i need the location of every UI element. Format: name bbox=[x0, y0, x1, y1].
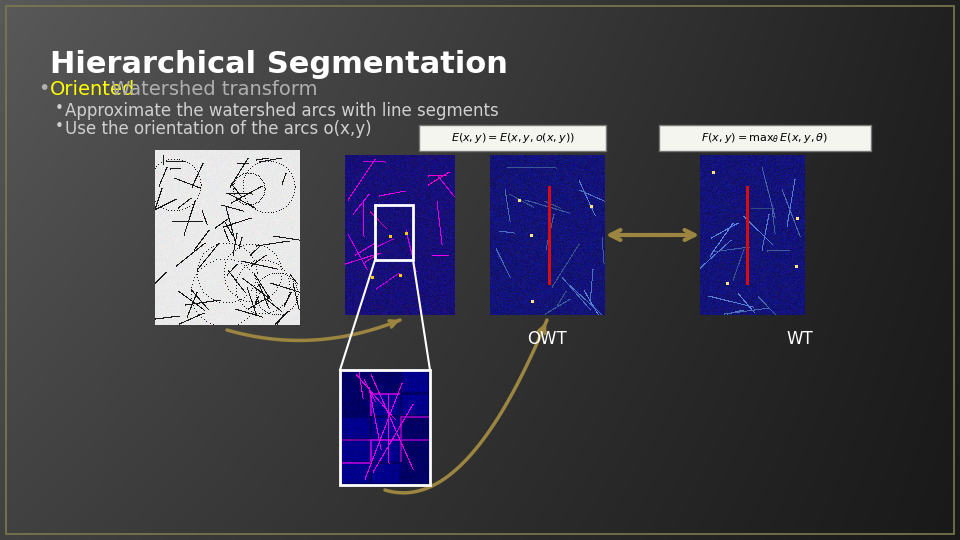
Text: WT: WT bbox=[786, 330, 813, 348]
Text: •: • bbox=[55, 101, 64, 116]
Text: $E(x,y) = E(x,y,o(x,y))$: $E(x,y) = E(x,y,o(x,y))$ bbox=[450, 131, 574, 145]
Text: •: • bbox=[38, 79, 49, 98]
Text: Use the orientation of the arcs o(x,y): Use the orientation of the arcs o(x,y) bbox=[65, 120, 372, 138]
Text: •: • bbox=[55, 119, 64, 134]
Text: Approximate the watershed arcs with line segments: Approximate the watershed arcs with line… bbox=[65, 102, 499, 120]
FancyBboxPatch shape bbox=[419, 125, 606, 151]
Bar bbox=[340, 370, 430, 485]
Text: Hierarchical Segmentation: Hierarchical Segmentation bbox=[50, 50, 508, 79]
FancyBboxPatch shape bbox=[659, 125, 871, 151]
Text: $F(x,y) = \mathrm{max}_{\theta}\,E(x,y,\theta)$: $F(x,y) = \mathrm{max}_{\theta}\,E(x,y,\… bbox=[702, 131, 828, 145]
Text: Watershed transform: Watershed transform bbox=[105, 80, 318, 99]
Text: Oriented: Oriented bbox=[50, 80, 135, 99]
Text: OWT: OWT bbox=[527, 330, 566, 348]
Bar bbox=[375, 205, 413, 260]
